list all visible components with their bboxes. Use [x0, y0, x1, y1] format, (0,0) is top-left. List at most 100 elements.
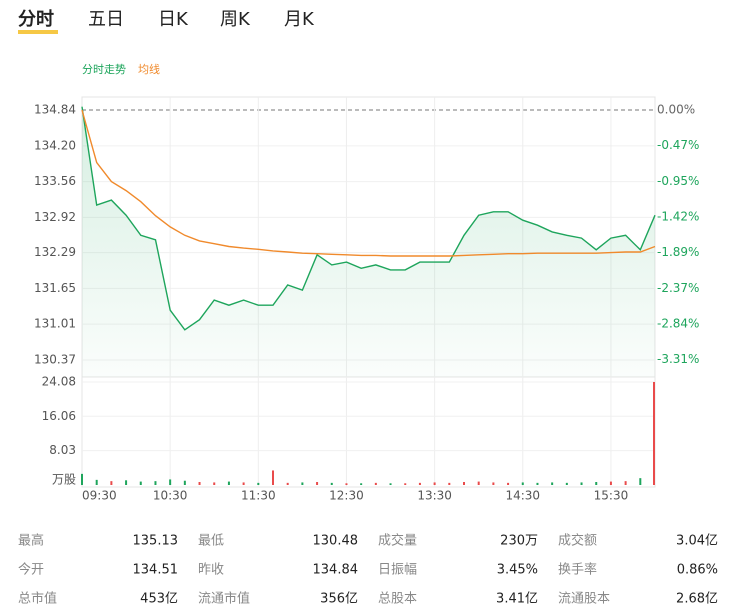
stat-value: 3.45% [497, 563, 538, 578]
volume-bar [316, 482, 319, 485]
x-tick-label: 14:30 [505, 489, 540, 503]
tab[interactable]: 日K [158, 9, 189, 30]
tab-underline [18, 30, 58, 34]
stat-value: 3.04亿 [676, 534, 718, 549]
volume-bar [492, 482, 495, 485]
y2-tick-label: 0.00% [657, 103, 695, 117]
x-tick-label: 11:30 [241, 489, 276, 503]
y-tick-label: 132.29 [34, 245, 76, 259]
y-tick-label: 131.01 [34, 317, 76, 331]
volume-bar [183, 480, 186, 485]
volume-tick-label: 8.03 [49, 443, 76, 457]
tab[interactable]: 五日 [88, 9, 124, 30]
y2-tick-label: -2.84% [657, 317, 699, 331]
y-tick-label: 134.84 [34, 103, 76, 117]
volume-bar [257, 482, 260, 485]
tab[interactable]: 分时 [18, 9, 54, 30]
stat-value: 356亿 [320, 592, 358, 607]
volume-bar [169, 479, 172, 485]
stat-label: 总市值 [18, 591, 57, 607]
y-tick-label: 131.65 [34, 281, 76, 295]
volume-bar [286, 482, 289, 485]
volume-bar [389, 483, 392, 485]
volume-bar [609, 481, 612, 485]
volume-bar [213, 482, 216, 485]
stat-label: 成交额 [558, 533, 597, 549]
x-tick-label: 13:30 [417, 489, 452, 503]
y-tick-label: 132.92 [34, 210, 76, 224]
volume-bar [595, 482, 598, 485]
stat-label: 总股本 [378, 592, 417, 607]
volume-tick-label: 24.08 [42, 374, 76, 388]
volume-bar [507, 482, 510, 485]
price-area [82, 106, 655, 377]
x-tick-label: 09:30 [82, 489, 117, 503]
volume-panel [81, 376, 656, 488]
legend-entry: 分时走势 [82, 63, 126, 76]
y2-tick-label: -0.95% [657, 174, 699, 188]
price-line [81, 106, 656, 331]
volume-tick-label: 16.06 [42, 409, 76, 423]
stat-value: 134.84 [313, 563, 359, 578]
volume-bar [404, 483, 407, 485]
volume-bar [301, 482, 304, 485]
volume-bar [125, 480, 128, 485]
volume-bar [374, 482, 377, 485]
volume-unit: 万股 [52, 473, 76, 487]
stat-value: 135.13 [133, 534, 179, 549]
stat-value: 230万 [500, 534, 538, 549]
volume-bar [198, 482, 201, 485]
volume-bar [521, 482, 524, 485]
volume-bar [448, 482, 451, 485]
stat-value: 0.86% [677, 563, 718, 578]
volume-bar [551, 482, 554, 485]
stat-label: 换手率 [558, 562, 597, 578]
volume-bar [139, 481, 142, 485]
volume-bar [345, 483, 348, 485]
volume-bar [477, 481, 480, 485]
volume-bar [154, 481, 157, 485]
volume-bar [227, 481, 230, 485]
x-tick-label: 12:30 [329, 489, 364, 503]
x-tick-label: 15:30 [594, 489, 629, 503]
y2-tick-label: -2.37% [657, 281, 699, 295]
volume-bar [639, 478, 642, 485]
y-tick-label: 133.56 [34, 174, 76, 188]
stat-label: 最高 [18, 533, 44, 549]
stat-value: 2.68亿 [676, 592, 718, 607]
volume-bar [565, 482, 568, 485]
volume-bar [330, 482, 333, 485]
stat-value: 3.41亿 [496, 592, 538, 607]
y2-tick-label: -3.31% [657, 352, 699, 366]
volume-bar [418, 482, 421, 485]
volume-bar [433, 482, 436, 485]
volume-bar [580, 482, 583, 485]
stat-label: 今开 [18, 562, 44, 578]
volume-bar [536, 482, 539, 485]
stat-value: 134.51 [133, 563, 179, 578]
y-tick-label: 130.37 [34, 352, 76, 366]
y2-tick-label: -1.42% [657, 210, 699, 224]
volume-bar [110, 481, 113, 485]
tab[interactable]: 月K [284, 9, 315, 30]
legend-entry: 均线 [138, 62, 160, 76]
volume-bar [463, 482, 465, 485]
y2-tick-label: -0.47% [657, 138, 699, 152]
volume-bar [242, 482, 245, 485]
stat-label: 流通股本 [558, 592, 610, 607]
stat-label: 日振幅 [378, 563, 417, 578]
stat-value: 130.48 [313, 534, 359, 549]
stat-label: 成交量 [378, 533, 417, 549]
y2-tick-label: -1.89% [657, 245, 699, 259]
average-line [81, 109, 656, 257]
volume-bar [272, 470, 274, 485]
volume-bar [653, 381, 655, 485]
volume-bar [95, 479, 98, 485]
volume-bar [624, 481, 627, 485]
y-tick-label: 134.20 [34, 138, 76, 152]
volume-bar [360, 483, 363, 485]
stat-label: 昨收 [198, 563, 224, 578]
tab[interactable]: 周K [220, 9, 251, 30]
